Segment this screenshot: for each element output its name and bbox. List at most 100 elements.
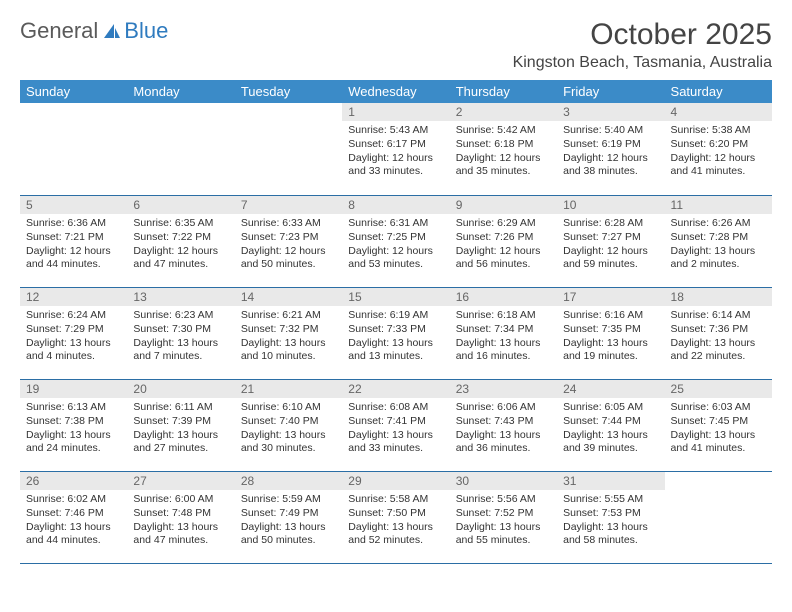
weekday-header: Tuesday [235,80,342,103]
sunrise-line: Sunrise: 5:59 AM [241,493,336,506]
calendar-cell: 2Sunrise: 5:42 AMSunset: 6:18 PMDaylight… [450,103,557,195]
sunrise-line: Sunrise: 6:06 AM [456,401,551,414]
sunset-line: Sunset: 7:39 PM [133,415,228,428]
weekday-header-row: SundayMondayTuesdayWednesdayThursdayFrid… [20,80,772,103]
daylight-line: Daylight: 12 hours and 33 minutes. [348,152,443,178]
daylight-line: Daylight: 13 hours and 55 minutes. [456,521,551,547]
sunrise-line: Sunrise: 5:58 AM [348,493,443,506]
day-content: Sunrise: 5:58 AMSunset: 7:50 PMDaylight:… [342,490,449,553]
daylight-line: Daylight: 13 hours and 58 minutes. [563,521,658,547]
calendar-cell: 14Sunrise: 6:21 AMSunset: 7:32 PMDayligh… [235,287,342,379]
day-content: Sunrise: 5:40 AMSunset: 6:19 PMDaylight:… [557,121,664,184]
sunrise-line: Sunrise: 6:00 AM [133,493,228,506]
day-content: Sunrise: 6:14 AMSunset: 7:36 PMDaylight:… [665,306,772,369]
daylight-line: Daylight: 12 hours and 38 minutes. [563,152,658,178]
daylight-line: Daylight: 13 hours and 39 minutes. [563,429,658,455]
day-content: Sunrise: 6:13 AMSunset: 7:38 PMDaylight:… [20,398,127,461]
sunset-line: Sunset: 7:52 PM [456,507,551,520]
logo-text-general: General [20,18,98,44]
daylight-line: Daylight: 12 hours and 47 minutes. [133,245,228,271]
daylight-line: Daylight: 12 hours and 53 minutes. [348,245,443,271]
day-number: 6 [127,196,234,214]
sunrise-line: Sunrise: 5:42 AM [456,124,551,137]
day-content: Sunrise: 6:03 AMSunset: 7:45 PMDaylight:… [665,398,772,461]
sunrise-line: Sunrise: 6:29 AM [456,217,551,230]
calendar-cell: 18Sunrise: 6:14 AMSunset: 7:36 PMDayligh… [665,287,772,379]
sunset-line: Sunset: 7:28 PM [671,231,766,244]
calendar-cell: 26Sunrise: 6:02 AMSunset: 7:46 PMDayligh… [20,471,127,563]
daylight-line: Daylight: 13 hours and 27 minutes. [133,429,228,455]
day-content: Sunrise: 6:10 AMSunset: 7:40 PMDaylight:… [235,398,342,461]
calendar-cell: 15Sunrise: 6:19 AMSunset: 7:33 PMDayligh… [342,287,449,379]
calendar-table: SundayMondayTuesdayWednesdayThursdayFrid… [20,80,772,564]
sunrise-line: Sunrise: 6:18 AM [456,309,551,322]
day-content: Sunrise: 6:11 AMSunset: 7:39 PMDaylight:… [127,398,234,461]
sunrise-line: Sunrise: 6:13 AM [26,401,121,414]
calendar-cell: 12Sunrise: 6:24 AMSunset: 7:29 PMDayligh… [20,287,127,379]
sunset-line: Sunset: 6:19 PM [563,138,658,151]
logo-text-blue: Blue [124,18,168,44]
sunrise-line: Sunrise: 6:16 AM [563,309,658,322]
sunset-line: Sunset: 7:23 PM [241,231,336,244]
day-number: 1 [342,103,449,121]
sunset-line: Sunset: 7:29 PM [26,323,121,336]
day-content: Sunrise: 6:23 AMSunset: 7:30 PMDaylight:… [127,306,234,369]
day-content: Sunrise: 6:36 AMSunset: 7:21 PMDaylight:… [20,214,127,277]
sunset-line: Sunset: 7:44 PM [563,415,658,428]
daylight-line: Daylight: 12 hours and 59 minutes. [563,245,658,271]
sunrise-line: Sunrise: 6:35 AM [133,217,228,230]
sunrise-line: Sunrise: 6:19 AM [348,309,443,322]
day-content: Sunrise: 6:02 AMSunset: 7:46 PMDaylight:… [20,490,127,553]
sunrise-line: Sunrise: 5:40 AM [563,124,658,137]
daylight-line: Daylight: 13 hours and 13 minutes. [348,337,443,363]
title-block: October 2025 Kingston Beach, Tasmania, A… [513,18,772,72]
weekday-header: Sunday [20,80,127,103]
sunrise-line: Sunrise: 6:31 AM [348,217,443,230]
day-content: Sunrise: 6:06 AMSunset: 7:43 PMDaylight:… [450,398,557,461]
day-number: 31 [557,472,664,490]
day-number: 13 [127,288,234,306]
day-number: 3 [557,103,664,121]
calendar-cell [20,103,127,195]
sunset-line: Sunset: 7:26 PM [456,231,551,244]
location-text: Kingston Beach, Tasmania, Australia [513,54,772,72]
calendar-cell: 28Sunrise: 5:59 AMSunset: 7:49 PMDayligh… [235,471,342,563]
day-number: 11 [665,196,772,214]
calendar-cell: 4Sunrise: 5:38 AMSunset: 6:20 PMDaylight… [665,103,772,195]
weekday-header: Monday [127,80,234,103]
sunset-line: Sunset: 7:32 PM [241,323,336,336]
day-number: 25 [665,380,772,398]
calendar-week-row: 19Sunrise: 6:13 AMSunset: 7:38 PMDayligh… [20,379,772,471]
calendar-cell [665,471,772,563]
day-number: 23 [450,380,557,398]
weekday-header: Thursday [450,80,557,103]
day-number: 16 [450,288,557,306]
sunset-line: Sunset: 7:30 PM [133,323,228,336]
day-number: 20 [127,380,234,398]
calendar-cell: 29Sunrise: 5:58 AMSunset: 7:50 PMDayligh… [342,471,449,563]
sunset-line: Sunset: 7:45 PM [671,415,766,428]
day-number: 5 [20,196,127,214]
sunrise-line: Sunrise: 5:55 AM [563,493,658,506]
sunset-line: Sunset: 7:25 PM [348,231,443,244]
day-number: 19 [20,380,127,398]
calendar-cell: 22Sunrise: 6:08 AMSunset: 7:41 PMDayligh… [342,379,449,471]
calendar-cell: 7Sunrise: 6:33 AMSunset: 7:23 PMDaylight… [235,195,342,287]
day-number: 21 [235,380,342,398]
day-number: 15 [342,288,449,306]
daylight-line: Daylight: 13 hours and 10 minutes. [241,337,336,363]
day-number: 10 [557,196,664,214]
daylight-line: Daylight: 13 hours and 16 minutes. [456,337,551,363]
sunrise-line: Sunrise: 6:36 AM [26,217,121,230]
calendar-cell: 27Sunrise: 6:00 AMSunset: 7:48 PMDayligh… [127,471,234,563]
daylight-line: Daylight: 12 hours and 35 minutes. [456,152,551,178]
day-content: Sunrise: 6:05 AMSunset: 7:44 PMDaylight:… [557,398,664,461]
calendar-cell: 8Sunrise: 6:31 AMSunset: 7:25 PMDaylight… [342,195,449,287]
calendar-body: 1Sunrise: 5:43 AMSunset: 6:17 PMDaylight… [20,103,772,563]
calendar-week-row: 5Sunrise: 6:36 AMSunset: 7:21 PMDaylight… [20,195,772,287]
daylight-line: Daylight: 13 hours and 4 minutes. [26,337,121,363]
sunrise-line: Sunrise: 6:21 AM [241,309,336,322]
sunset-line: Sunset: 7:34 PM [456,323,551,336]
day-number: 26 [20,472,127,490]
day-content: Sunrise: 5:56 AMSunset: 7:52 PMDaylight:… [450,490,557,553]
